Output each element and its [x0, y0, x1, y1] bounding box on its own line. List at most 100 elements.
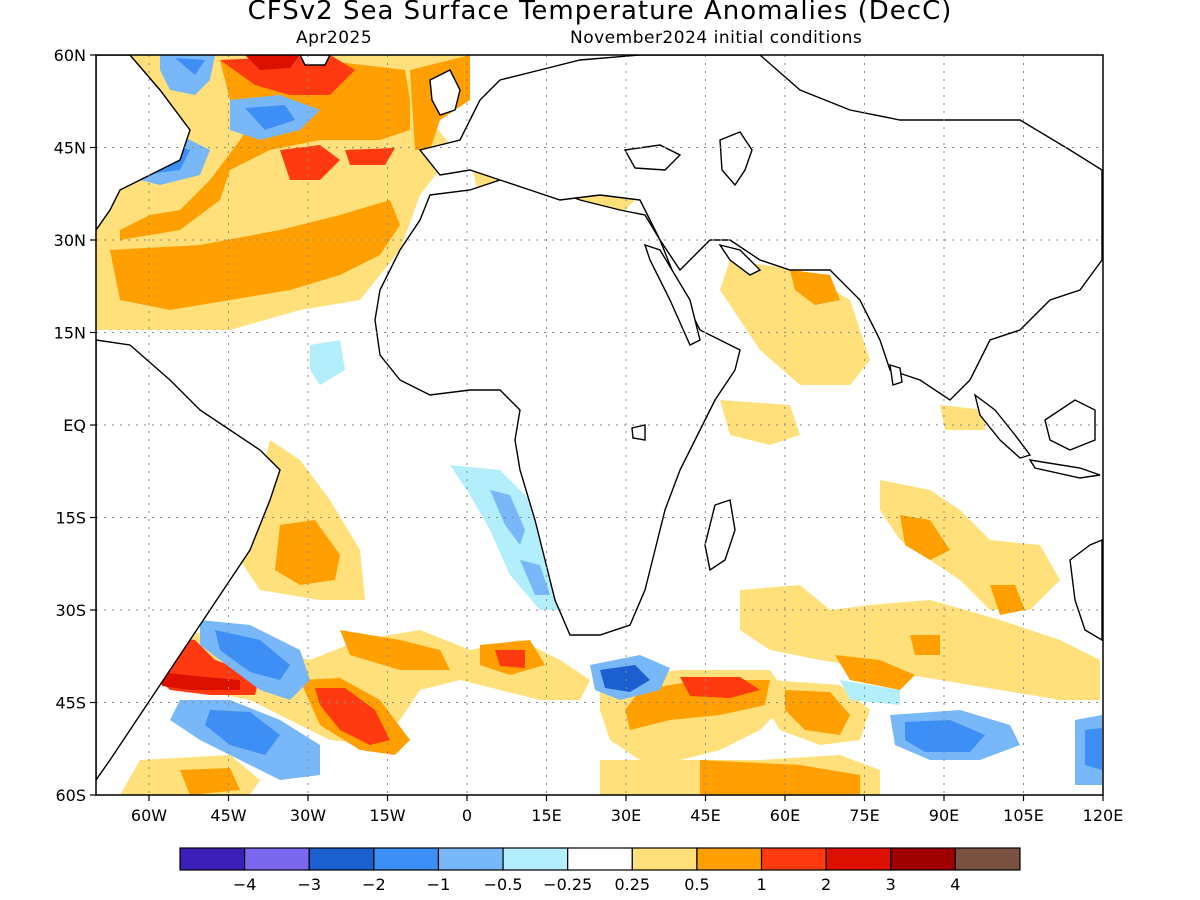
anomaly-patch [905, 720, 985, 752]
colorbar-label: 0.5 [684, 875, 709, 894]
lake-victoria [631, 424, 646, 441]
anomaly-patch [990, 585, 1025, 615]
lon-tick-label: 30W [290, 806, 326, 825]
europe-landmass [418, 55, 1103, 401]
anomaly-patch [245, 105, 295, 130]
anomaly-patch [900, 515, 950, 560]
anomaly-patch [215, 630, 290, 680]
colorbar-label: 0.25 [614, 875, 650, 894]
colorbar-swatch [502, 847, 569, 871]
british-isles [429, 69, 461, 116]
colorbar-label: 4 [950, 875, 960, 894]
anomaly-patch [785, 690, 850, 735]
java-island [1028, 459, 1101, 479]
colorbar-label: 2 [821, 875, 831, 894]
anomaly-patch [495, 650, 525, 668]
lon-tick-label: 60E [770, 806, 800, 825]
anomaly-patch [315, 688, 390, 745]
colorbar-label: −4 [233, 875, 257, 894]
coastlines [96, 55, 1103, 782]
anomaly-patch [310, 340, 345, 385]
lon-tick-label: 105E [1003, 806, 1044, 825]
colorbar-swatch [825, 847, 892, 871]
lat-tick-label: 30S [55, 601, 86, 620]
anomaly-patch [160, 672, 240, 690]
madagascar-island [704, 499, 736, 572]
anomaly-patch [1085, 728, 1102, 770]
colorbar-label: 1 [756, 875, 766, 894]
lat-tick-label: 60N [54, 46, 86, 65]
lon-tick-label: 45W [210, 806, 246, 825]
anomaly-patch [840, 680, 900, 705]
sri-lanka-island [889, 364, 903, 386]
america-landmass [96, 339, 281, 782]
lat-tick-label: 30N [54, 231, 86, 250]
anomaly-patch [175, 58, 205, 75]
anomaly-patch [205, 710, 280, 755]
anomaly-patch [120, 60, 410, 240]
australia-landmass [1069, 538, 1103, 642]
anomaly-patch [940, 405, 985, 430]
colorbar-label: −3 [297, 875, 321, 894]
colorbar-swatch [954, 847, 1021, 871]
anomaly-patch [520, 560, 550, 595]
colorbar-swatch [179, 847, 246, 871]
colorbar-label: 3 [886, 875, 896, 894]
anomaly-patch [835, 655, 915, 690]
colorbar-swatch [760, 847, 827, 871]
persian-gulf [718, 243, 762, 276]
anomaly-patch [345, 148, 395, 165]
anomaly-patch [880, 480, 1060, 610]
colorbar-swatch [437, 847, 504, 871]
caspian-sea [719, 131, 753, 187]
colorbar-label: −0.25 [543, 875, 592, 894]
lat-tick-label: 45S [55, 694, 86, 713]
anomaly-patch [910, 635, 940, 655]
colorbar-labels: −4 −3 −2 −1 −0.5 −0.25 0.25 0.5 1 2 3 4 [233, 875, 961, 894]
colorbar-swatch [567, 847, 633, 871]
lon-tick-label: 120E [1083, 806, 1124, 825]
anomaly-patch [180, 768, 240, 795]
anomaly-patch [790, 270, 840, 305]
borneo-island [1044, 399, 1096, 451]
anomaly-patch [245, 55, 300, 70]
lon-tick-label: 45E [690, 806, 720, 825]
lon-tick-label: 90E [929, 806, 959, 825]
colorbar-label: −2 [362, 875, 386, 894]
sumatra-island [973, 393, 1032, 459]
black-sea [623, 144, 682, 171]
latitude-labels: 60N 45N 30N 15N EQ 15S 30S 45S 60S [54, 46, 96, 805]
anomaly-patch [720, 400, 800, 445]
colorbar-swatch [373, 847, 440, 871]
colorbar-swatch [696, 847, 763, 871]
lon-tick-label: 15E [531, 806, 561, 825]
iceland-island [299, 55, 331, 66]
lon-tick-label: 0 [462, 806, 472, 825]
colorbar-label: −1 [427, 875, 451, 894]
lon-tick-label: 60W [131, 806, 167, 825]
red-sea [643, 243, 701, 346]
initial-conditions-label: November2024 initial conditions [570, 28, 863, 48]
colorbar [179, 847, 1021, 871]
lon-tick-label: 30E [611, 806, 641, 825]
colorbar-label: −0.5 [484, 875, 523, 894]
anomaly-patch [680, 677, 760, 698]
anomaly-patch [110, 200, 400, 310]
africa-landmass [374, 179, 741, 636]
lat-tick-label: 45N [54, 139, 86, 158]
target-month-label: Apr2025 [296, 28, 373, 48]
anomaly-patch [700, 760, 860, 795]
colorbar-swatch [308, 847, 375, 871]
colorbar-swatch [890, 847, 956, 871]
america-landmass [96, 55, 191, 232]
lat-tick-label: 15S [55, 509, 86, 528]
longitude-labels: 60W 45W 30W 15W 0 15E 30E 45E 60E 75E 90E 105E 120E [131, 795, 1123, 825]
colorbar-swatch [631, 847, 698, 871]
anomaly-patch [340, 630, 450, 670]
graticule [96, 55, 1103, 795]
anomaly-patch [490, 490, 525, 545]
lon-tick-label: 15W [369, 806, 405, 825]
page-title: CFSv2 Sea Surface Temperature Anomalies … [247, 0, 953, 26]
lat-tick-label: 15N [54, 324, 86, 343]
